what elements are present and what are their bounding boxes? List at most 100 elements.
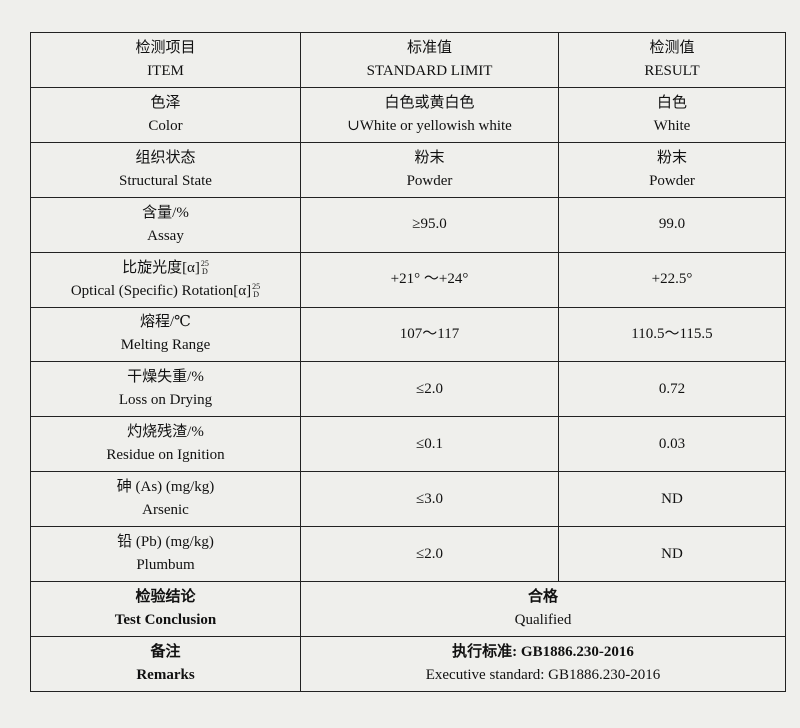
cell-line: 粉末 [414,149,445,166]
line-text: Optical (Specific) Rotation[α] [70,282,252,299]
data-row: 比旋光度[α] 25 D Optical (Specific) Rotation[α]… [30,251,786,308]
cell: 铅 (Pb) (mg/kg) Plumbum [30,526,301,583]
cell: 白色 White [558,86,786,143]
cell-line: ≥95.0 [412,216,447,233]
cell-line: Color [148,117,183,134]
data-row: 含量/% Assay ≥95.0 99.0 [30,196,786,253]
cell-line: ≤3.0 [416,490,443,507]
cell: ≤3.0 [300,471,559,528]
cell-line: Qualified [514,612,572,629]
cell-line: 砷 (As) (mg/kg) [116,479,215,496]
subscript: D [202,267,208,277]
cell: ≤2.0 [300,361,559,418]
cell: ≤0.1 [300,416,559,473]
cell: 色泽 Color [30,86,301,143]
cell-line: 含量/% [142,204,189,221]
cell-line: 107～117 [399,325,460,342]
cell: 标准值 STANDARD LIMIT [300,32,559,88]
cell-line: 备注 [150,643,181,660]
cell-line: ND [661,490,683,507]
cell-line: Plumbum [136,557,195,574]
cell: 检测值 RESULT [558,32,786,88]
cell-line: ≤0.1 [416,435,443,452]
cell-line: 检验结论 [135,589,196,606]
cell-line: Powder [406,172,453,189]
cell: 检验结论 Test Conclusion [30,581,301,637]
cell: 0.03 [558,416,786,473]
cell-line: 白色或黄白色 [384,94,475,111]
cell: 干燥失重/% Loss on Drying [30,361,301,418]
cell: 0.72 [558,361,786,418]
cell-line: 色泽 [150,94,181,111]
cell: 99.0 [558,196,786,253]
cell: 备注 Remarks [30,635,301,693]
data-row: 铅 (Pb) (mg/kg) Plumbum ≤2.0 ND [30,526,786,583]
cell-line: 执行标准: GB1886.230-2016 [452,643,634,660]
cell-line: 白色 [656,94,687,111]
cell: ND [558,471,786,528]
cell-line: Loss on Drying [118,392,213,409]
table-body: 检测项目 ITEM 标准值 STANDARD LIMIT 检测值 RESULT 色泽 Colo… [30,32,786,693]
cell-line: Executive standard: GB1886.230-2016 [425,666,661,683]
cell-line: Arsenic [142,502,189,519]
data-row: 检验结论 Test Conclusion 合格 Qualified [30,581,786,637]
cell: 含量/% Assay [30,196,301,253]
cell-line: 组织状态 [135,149,196,166]
sup-sub: 25 D [201,260,209,276]
superscript: 25 [200,259,209,269]
cell-line: STANDARD LIMIT [366,62,493,79]
cell-line: ≤2.0 [416,380,443,397]
cell-line: 比旋光度[α] 25 D [31,257,300,280]
cell: 粉末 Powder [300,141,559,198]
cell-line: 0.72 [658,380,686,397]
data-row: 组织状态 Structural State 粉末 Powder 粉末 Powder [30,141,786,198]
cell-line: 干燥失重/% [127,369,204,386]
cell-line: Remarks [136,666,195,683]
data-row: 备注 Remarks 执行标准: GB1886.230-2016 Executive … [30,635,786,693]
data-row: 砷 (As) (mg/kg) Arsenic ≤3.0 ND [30,471,786,528]
superscript: 25 [252,282,261,292]
cell: ND [558,526,786,583]
cell-line: 0.03 [658,435,686,452]
cell-line: Test Conclusion [114,612,217,629]
cell-line: 熔程/℃ [140,314,191,331]
cell: 熔程/℃ Melting Range [30,306,301,363]
cell-line: ITEM [147,62,184,79]
cell-line: 检测项目 [135,39,196,56]
cell: ≥95.0 [300,196,559,253]
cell-line: 99.0 [658,216,686,233]
cell: 白色或黄白色 ∪White or yellowish white [300,86,559,143]
cell-line: RESULT [644,62,700,79]
cell: 检测项目 ITEM [30,32,301,88]
cell: 灼烧残渣/% Residue on Ignition [30,416,301,473]
data-row: 色泽 Color 白色或黄白色 ∪White or yellowish white 白色… [30,86,786,143]
cell: 粉末 Powder [558,141,786,198]
cell-line: Residue on Ignition [106,447,225,464]
header-row: 检测项目 ITEM 标准值 STANDARD LIMIT 检测值 RESULT [30,32,786,88]
cell: 比旋光度[α] 25 D Optical (Specific) Rotation[α]… [30,251,301,308]
subscript: D [253,290,260,300]
sup-sub: 25 D [252,283,260,299]
cell-line: Structural State [119,172,212,189]
cell: 110.5～115.5 [558,306,786,363]
cell-line: 合格 [527,589,558,606]
cell-line: ND [661,545,683,562]
cell: 砷 (As) (mg/kg) Arsenic [30,471,301,528]
cell-line: 检测值 [649,39,695,56]
cell-line: 灼烧残渣/% [127,424,204,441]
cell-line: Optical (Specific) Rotation[α] 25 D [31,280,300,303]
cell-line: 铅 (Pb) (mg/kg) [117,534,214,551]
data-row: 干燥失重/% Loss on Drying ≤2.0 0.72 [30,361,786,418]
cell-line: 110.5～115.5 [631,325,713,342]
cell: 执行标准: GB1886.230-2016 Executive standard:… [300,635,786,693]
cell-line: Melting Range [120,337,211,354]
cell-line: +21° ～+24° [390,271,469,288]
cell: +22.5° [558,251,786,308]
cell-line: White [653,117,691,134]
test-report-table: 检测项目 ITEM 标准值 STANDARD LIMIT 检测值 RESULT 色泽 Colo… [30,32,786,693]
cell-line: Powder [649,172,695,189]
cell-line: Assay [147,227,184,244]
cell: ≤2.0 [300,526,559,583]
cell: 组织状态 Structural State [30,141,301,198]
